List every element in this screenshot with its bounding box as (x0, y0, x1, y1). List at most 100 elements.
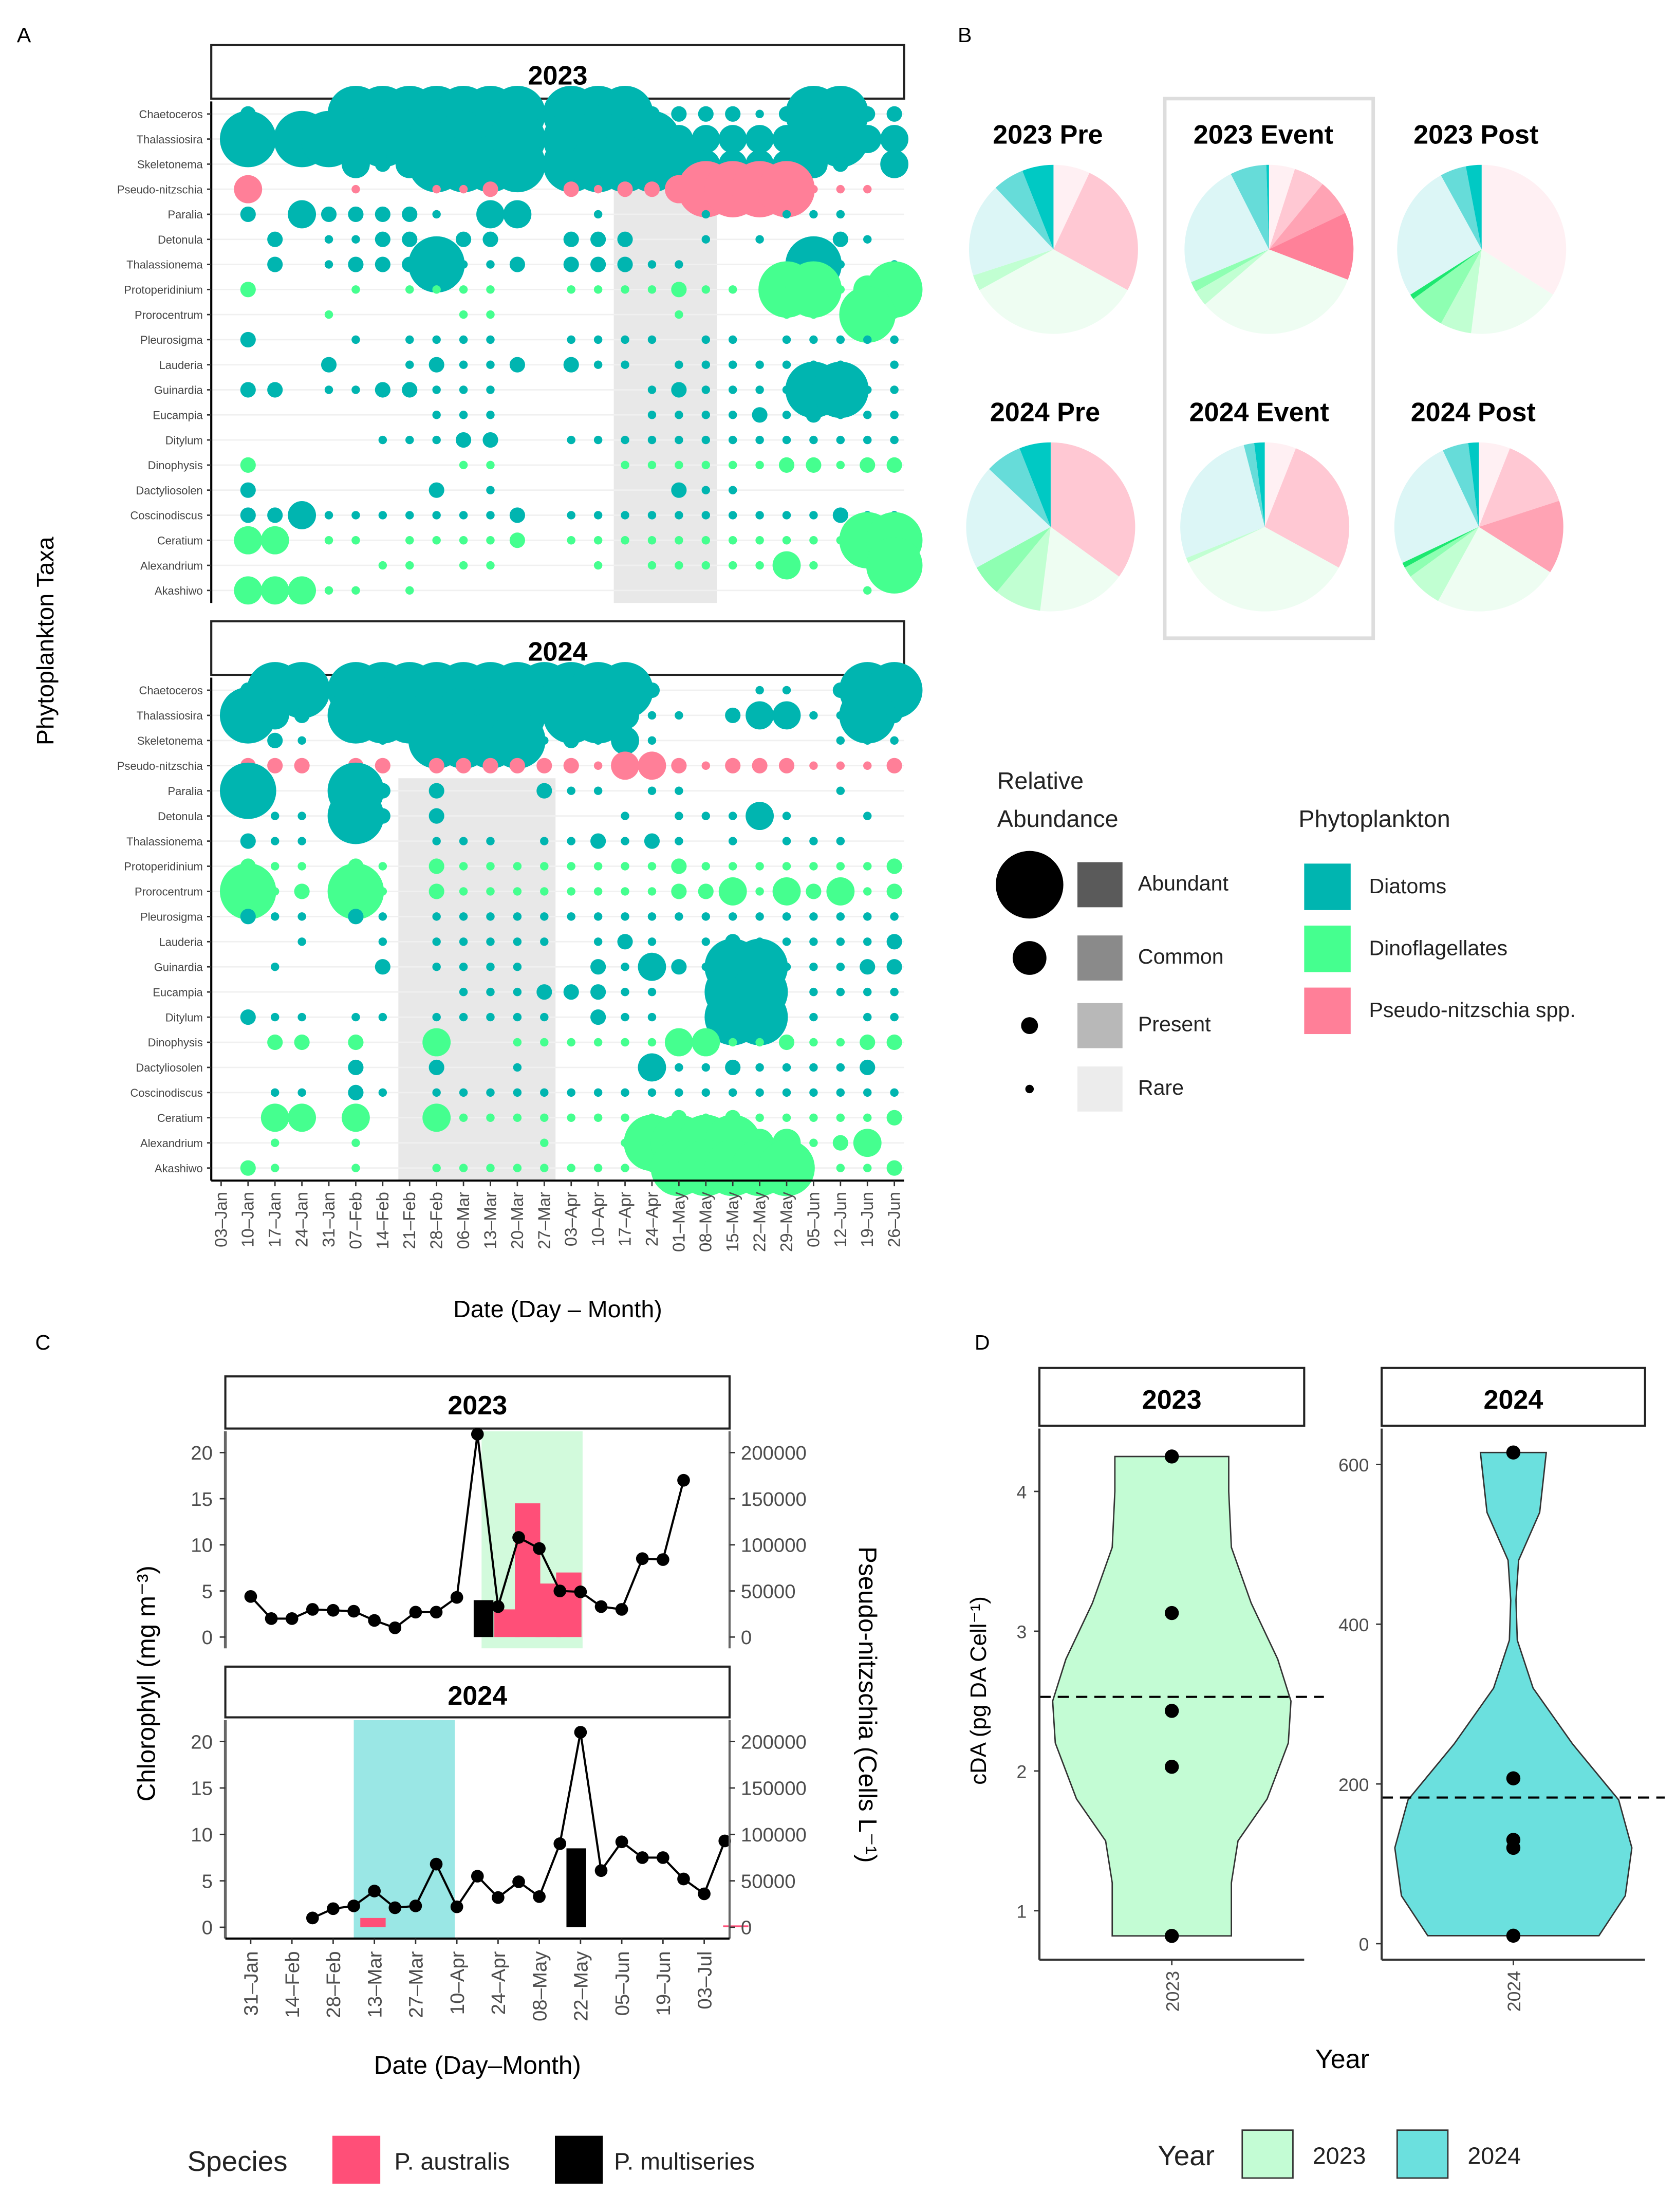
bubble-alexandrium-22 (809, 561, 818, 570)
chlorophyll-line (250, 1434, 685, 1629)
bubble-ceratium-1 (234, 526, 263, 555)
pie-2024-event: 2024 Event (1180, 398, 1350, 612)
taxa-label-pseudo-nitzschia: Pseudo-nitzschia (117, 183, 203, 196)
bubble-prorocentrum-21 (772, 877, 801, 906)
bubble-pseudo-nitzschia-24 (863, 185, 872, 194)
bubble-detonula-3 (297, 812, 306, 820)
bubble-coscinodiscus-22 (809, 1088, 818, 1097)
bubble-lauderia-19 (728, 360, 737, 369)
x-tick-label: 06–Mar (454, 1192, 473, 1249)
bubble-thalassionema-19 (728, 837, 737, 845)
bubble-guinardia-16 (647, 385, 657, 394)
pie-slice-dinoflagellatesrare (1205, 249, 1348, 334)
bubble-ditylum-14 (590, 1009, 606, 1025)
bubble-ditylum-7 (405, 435, 414, 445)
x-tick-label: 22–May (750, 1192, 769, 1252)
bubble-dinophysis-19 (728, 1038, 737, 1047)
bubble-ceratium-12 (540, 1113, 549, 1122)
bubble-pseudo-nitzschia-13 (563, 758, 579, 773)
bubble-chaetoceros-3 (273, 662, 330, 718)
pie-slice-diatomscommon (1019, 442, 1051, 527)
x-tick-label: 14–Feb (373, 1192, 392, 1249)
chlorophyll-point (347, 1900, 360, 1912)
bubble-guinardia-6 (375, 959, 390, 975)
bubble-dinophysis-8 (422, 1028, 451, 1057)
bubble-guinardia-23 (812, 361, 869, 418)
bubble-dactyliosolen-5 (348, 1059, 364, 1076)
bubble-prorocentrum-21 (782, 310, 791, 319)
bubble-thalassionema-2 (267, 256, 283, 272)
bubble-akashiwo-13 (567, 1164, 575, 1172)
bubble-thalassionema-3 (297, 837, 306, 845)
event-highlight-box (1163, 97, 1375, 640)
x-tick-label: 27–Mar (405, 1951, 427, 2018)
y-tick-label: 10 (191, 1535, 213, 1557)
facet-2023: 2023 Chaetoceros Thalassiosira Skeletonema P… (117, 44, 923, 605)
bubble-lauderia-21 (782, 937, 791, 946)
y-tick-label: 0 (202, 1627, 213, 1649)
taxa-label-alexandrium: Alexandrium (140, 559, 203, 572)
bubble-ceratium-3 (288, 1103, 316, 1132)
bubble-coscinodiscus-22 (809, 511, 818, 520)
bubble-guinardia-14 (590, 959, 606, 975)
facet-2024: 2024 Chaetoceros Thalassiosira Skeletonema P… (117, 620, 923, 1322)
bubble-pseudo-nitzschia-9 (455, 758, 472, 773)
pie-slice-pseudo-nitzschia-spp-abundant (1269, 213, 1354, 280)
y-tick-label: 2 (1017, 1762, 1027, 1782)
bubble-ceratium-7 (405, 536, 414, 545)
bubble-ditylum-2 (270, 1012, 280, 1022)
bubble-protoperidinium-9 (459, 862, 468, 871)
bubble-thalassionema-12 (540, 837, 549, 845)
bubble-detonula-2 (267, 231, 283, 247)
bubble-guinardia-9 (459, 962, 468, 971)
bubble-skeletonema-6 (375, 156, 390, 172)
taxa-label-prorocentrum: Prorocentrum (135, 886, 203, 898)
chlorophyll-point (368, 1885, 381, 1897)
bubble-akashiwo-5 (351, 1164, 360, 1172)
chlorophyll-point (657, 1553, 669, 1566)
bubble-coscinodiscus-8 (432, 1088, 441, 1097)
bubble-alexandrium-2 (270, 1138, 280, 1147)
chlorophyll-point (285, 1612, 299, 1625)
y-right-tick-label: 0 (741, 1627, 752, 1649)
facet-strip (224, 1375, 731, 1430)
bubble-protoperidinium-14 (593, 285, 603, 294)
bubble-dinophysis-21 (778, 1034, 795, 1050)
legend-size-title-line2: Abundance (997, 805, 1119, 832)
pie-slice-diatomscommon (1254, 442, 1265, 527)
bubble-pleurosigma-13 (567, 335, 575, 344)
facet-strip (210, 620, 905, 676)
x-tick-label: 17–Jan (265, 1192, 284, 1247)
bubble-lauderia-24 (863, 937, 872, 946)
bubble-coscinodiscus-7 (405, 511, 414, 520)
x-tick-label: 01–May (669, 1192, 688, 1252)
bubble-pseudo-nitzschia-22 (809, 185, 818, 194)
bubble-ceratium-23 (836, 1113, 845, 1122)
taxa-label-prorocentrum: Prorocentrum (135, 308, 203, 321)
x-tick-label: 08–May (529, 1951, 551, 2021)
pie-slice-dinoflagellatesrare (1040, 527, 1119, 612)
bubble-thalassionema-2 (270, 837, 280, 845)
chlorophyll-point (615, 1603, 628, 1616)
bubble-dactyliosolen-1 (240, 482, 256, 498)
bubble-dinophysis-25 (886, 1034, 902, 1050)
chlorophyll-point (347, 1605, 360, 1618)
x-axis-title: Year (1315, 2044, 1369, 2074)
y-tick-label: 15 (191, 1778, 213, 1800)
chlorophyll-point (471, 1428, 484, 1441)
bubble-ditylum-25 (890, 435, 899, 445)
bubble-ceratium-15 (621, 1113, 629, 1122)
bubble-pleurosigma-20 (755, 912, 764, 921)
bubble-thalassiosira-25 (886, 707, 902, 723)
bubble-alexandrium-25 (866, 537, 923, 594)
bubble-thalassionema-16 (647, 260, 657, 269)
bubble-akashiwo-3 (288, 576, 316, 605)
x-tick-label: 10–Apr (446, 1951, 469, 2015)
bubble-ceratium-21 (782, 536, 791, 545)
pie-slice-dinoflagellatescommon (1413, 249, 1482, 324)
bubble-eucampia-24 (863, 987, 872, 997)
y-axis-title-right: Pseudo-nitzschia (Cells L⁻¹) (853, 1546, 882, 1863)
taxa-label-coscinodiscus: Coscinodiscus (130, 509, 202, 522)
x-tick-label: 05–Jun (611, 1951, 634, 2016)
bubble-thalassionema-1 (240, 833, 256, 849)
